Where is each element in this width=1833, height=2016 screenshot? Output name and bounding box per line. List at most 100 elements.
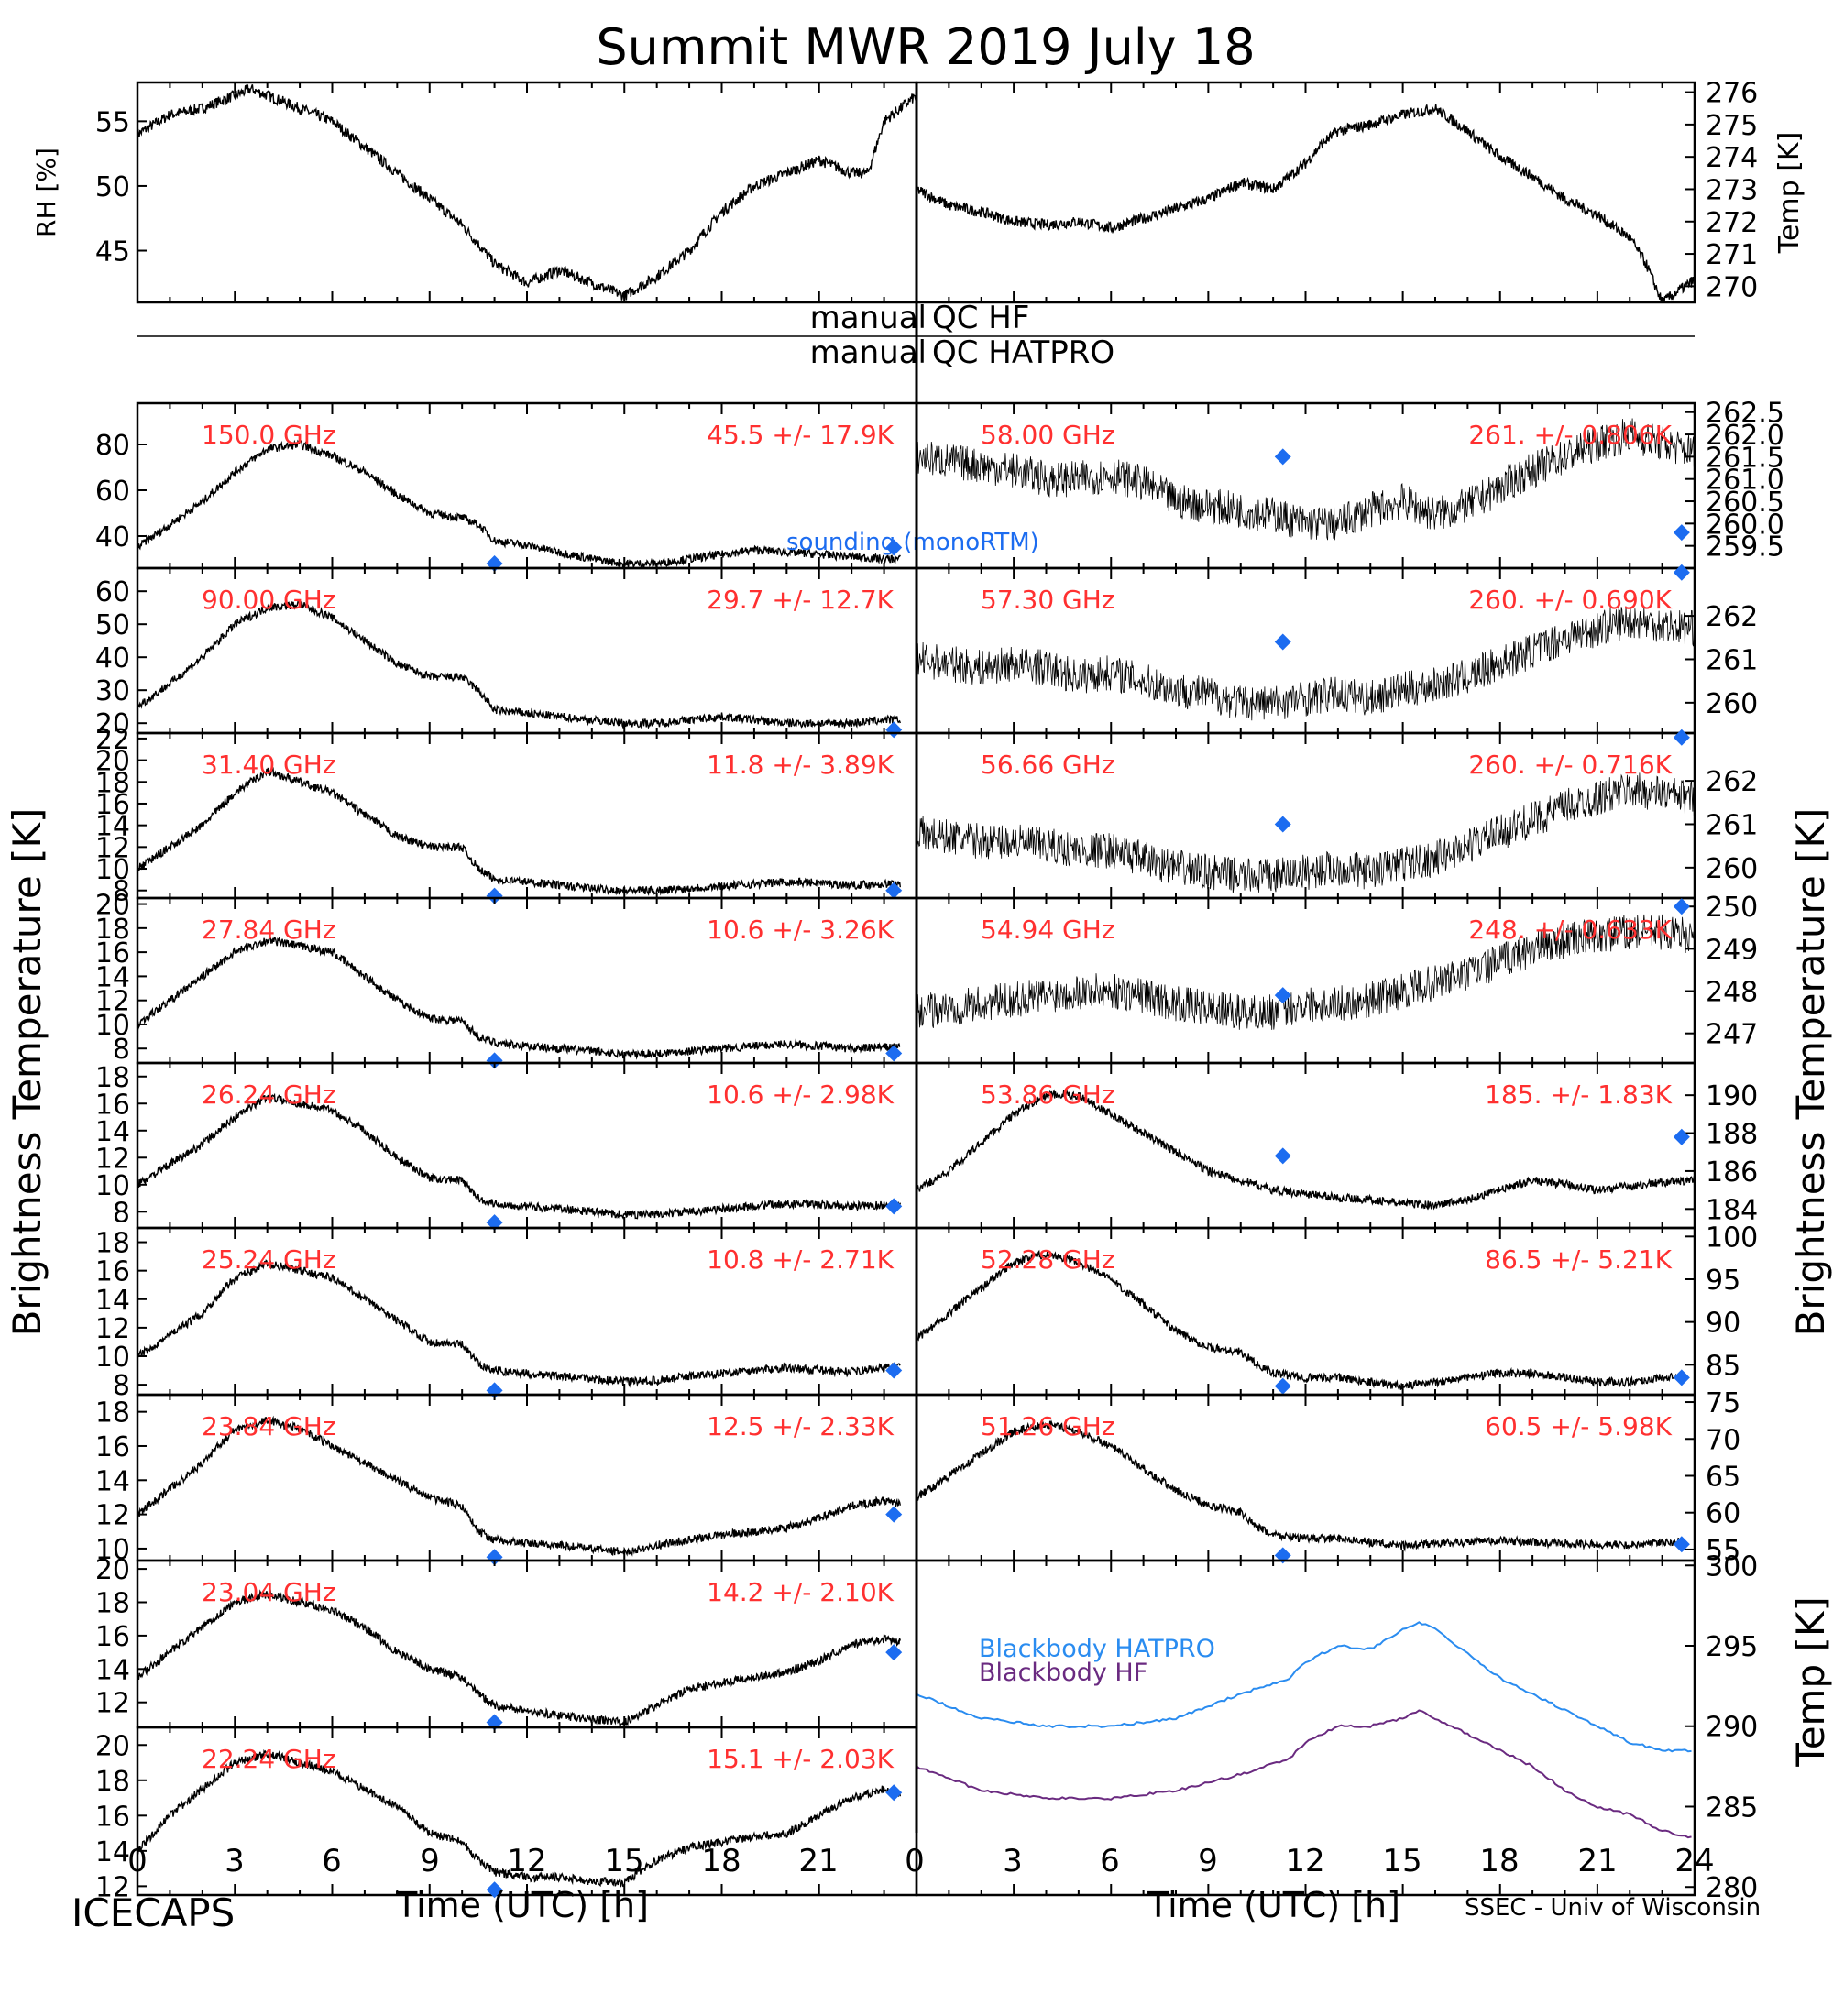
sounding-marker: [486, 887, 503, 904]
rh-y-tick-label: 45: [95, 236, 130, 268]
x-tick-label-left-2: 6: [322, 1843, 342, 1879]
qc-hatpro-label: QC HATPRO: [932, 334, 1114, 371]
ch-5386-y-tick-label: 188: [1706, 1119, 1758, 1151]
ch-3140-y-tick-label: 10: [95, 854, 130, 886]
sounding-marker: [885, 882, 903, 899]
ch-5228-y-tick-label: 85: [1706, 1350, 1740, 1382]
ch-90-y-tick-label: 20: [95, 708, 130, 740]
ch-5666-y-tick-label: 260: [1706, 853, 1758, 885]
sounding-marker: [1274, 633, 1291, 651]
sounding-marker: [1673, 1536, 1690, 1553]
ch-2304-y-tick-label: 14: [95, 1654, 130, 1686]
ch-5730-panel: 262 261 260 57.30 GHz 260. +/- 0.690K: [915, 564, 1758, 735]
temp-y-tick-label: 271: [1706, 239, 1758, 271]
rh-panel: 45 50 55 RH [%]: [31, 81, 918, 304]
sounding-marker: [1274, 1147, 1291, 1165]
ch-5800-y-tick-label: 260.0: [1706, 509, 1784, 541]
ch-150-y-tick-label: 60: [95, 476, 130, 508]
ch-5494-trace: [916, 914, 1695, 1030]
ch-2784-stat: 10.6 +/- 3.26K: [707, 915, 894, 945]
x-tick-label-right-6: 18: [1479, 1843, 1519, 1879]
ch-5386-y-tick-label: 186: [1706, 1156, 1758, 1189]
x-tick-label-right-0: 0: [905, 1843, 925, 1879]
ch-2524-stat: 10.8 +/- 2.71K: [707, 1244, 894, 1275]
ch-2784-y-tick-label: 20: [95, 890, 130, 922]
ch-2224-y-tick-label: 18: [95, 1766, 130, 1798]
legend-bb-hatpro: Blackbody HATPRO: [979, 1635, 1215, 1663]
ch-5666-y-tick-label: 262: [1706, 766, 1758, 798]
ch-5800-label: 58.00 GHz: [981, 420, 1115, 450]
ch-5386-panel: 190 188 186 184 53.86 GHz 185. +/- 1.83K: [915, 1061, 1758, 1230]
ch-90-label: 90.00 GHz: [202, 585, 336, 615]
ch-2224-stat: 15.1 +/- 2.03K: [707, 1744, 894, 1774]
ch-2784-label: 27.84 GHz: [202, 915, 336, 945]
ch-2384-y-tick-label: 18: [95, 1397, 130, 1430]
series-line-bb-hatpro: [916, 1621, 1692, 1753]
ch-90-y-tick-label: 50: [95, 609, 130, 641]
x-tick-label-left-6: 18: [701, 1843, 741, 1879]
ch-3140-label: 31.40 GHz: [202, 750, 336, 780]
ch-150-y-tick-label: 80: [95, 430, 130, 462]
ch-2224-trace: [137, 1748, 901, 1889]
ch-5386-label: 53.86 GHz: [981, 1079, 1115, 1110]
ch-5666-y-tick-label: 261: [1706, 809, 1758, 841]
ch-5730-trace: [916, 606, 1695, 721]
temp-trace: [916, 104, 1695, 302]
ch-2624-stat: 10.6 +/- 2.98K: [707, 1079, 894, 1110]
ch-3140-y-tick-label: 14: [95, 811, 130, 843]
ch-150-y-tick-label: 40: [95, 521, 130, 553]
ch-5494-y-tick-label: 248: [1706, 977, 1758, 1009]
ch-2524-y-tick-label: 16: [95, 1256, 130, 1288]
x-tick-label-right-8: 24: [1674, 1843, 1714, 1879]
ch-5494-y-tick-label: 247: [1706, 1019, 1758, 1051]
ch-5730-label: 57.30 GHz: [981, 585, 1115, 615]
sounding-marker: [1274, 448, 1291, 466]
sounding-marker: [885, 721, 903, 739]
ch-5126-stat: 60.5 +/- 5.98K: [1485, 1411, 1672, 1441]
ch-5228-y-tick-label: 95: [1706, 1265, 1740, 1297]
ch-2524-y-tick-label: 12: [95, 1313, 130, 1345]
ch-2304-label: 23.04 GHz: [202, 1577, 336, 1607]
ch-2384-y-tick-label: 12: [95, 1500, 130, 1532]
sounding-legend: sounding (monoRTM): [786, 529, 1039, 556]
sounding-marker: [885, 1045, 903, 1062]
ch-5800-trace: [916, 418, 1695, 541]
ch-5666-panel: 262 261 260 56.66 GHz 260. +/- 0.716K: [915, 729, 1758, 900]
x-tick-label-left-5: 15: [604, 1843, 643, 1879]
blackbody-y-tick-label: 300: [1706, 1550, 1758, 1583]
ch-5126-label: 51.26 GHz: [981, 1411, 1115, 1441]
ch-90-trace: [137, 599, 901, 730]
ch-150-label: 150.0 GHz: [202, 420, 336, 450]
ch-90-y-tick-label: 30: [95, 675, 130, 707]
ch-5126-trace: [916, 1419, 1679, 1552]
x-tick-label-right-7: 21: [1577, 1843, 1617, 1879]
ch-2384-y-tick-label: 14: [95, 1465, 130, 1497]
ch-2224-y-tick-label: 16: [95, 1801, 130, 1833]
temp-frame: [915, 81, 1696, 304]
ch-3140-y-tick-label: 20: [95, 746, 130, 778]
x-tick-label-right-1: 3: [1003, 1843, 1023, 1879]
ch-90-y-tick-label: 40: [95, 642, 130, 674]
ch-2624-y-tick-label: 8: [113, 1197, 130, 1229]
ch-5800-y-tick-label: 259.5: [1706, 531, 1784, 564]
rh-y-tick-label: 55: [95, 106, 130, 138]
ch-5800-stat: 261. +/- 0.806K: [1468, 420, 1672, 450]
ch-2384-y-tick-label: 16: [95, 1431, 130, 1463]
ch-5494-y-tick-label: 250: [1706, 892, 1758, 924]
ch-2384-trace: [137, 1415, 901, 1557]
ch-5730-y-tick-label: 260: [1706, 688, 1758, 720]
ch-150-trace: [137, 439, 901, 568]
y-axis-label-right: Brightness Temperature [K]: [1788, 808, 1833, 1337]
ch-2524-y-tick-label: 14: [95, 1285, 130, 1317]
ch-2304-stat: 14.2 +/- 2.10K: [707, 1577, 894, 1607]
ch-2384-y-tick-label: 10: [95, 1534, 130, 1566]
ch-2384-stat: 12.5 +/- 2.33K: [707, 1411, 894, 1441]
sounding-marker: [1274, 987, 1291, 1004]
ch-5386-stat: 185. +/- 1.83K: [1485, 1079, 1672, 1110]
